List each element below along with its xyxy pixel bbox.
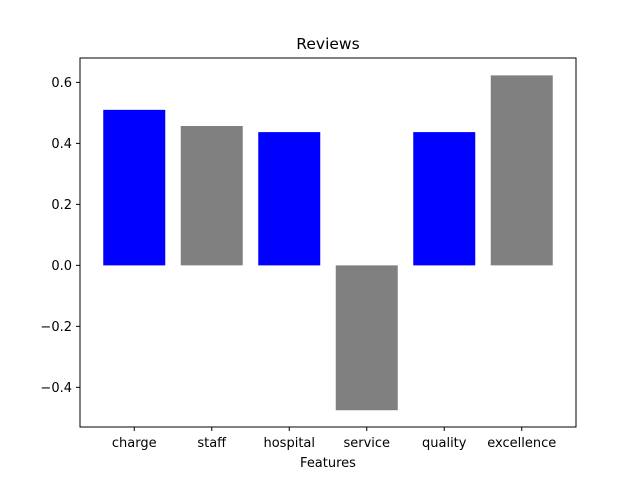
y-tick-label: −0.4 <box>40 381 72 396</box>
bar-excellence <box>490 75 553 266</box>
y-tick-label: 0.6 <box>51 76 72 91</box>
bar-staff <box>180 126 243 266</box>
y-tick-label: 0.0 <box>51 259 72 274</box>
bar-service <box>335 265 398 411</box>
y-tick-label: −0.2 <box>40 320 72 335</box>
x-axis-ticks: charge staff hospital service quality excelle… <box>112 427 556 451</box>
x-tick-label: hospital <box>263 436 315 451</box>
x-tick-label: staff <box>197 436 227 451</box>
x-tick-label: quality <box>422 436 467 451</box>
x-tick-label: charge <box>112 436 157 451</box>
bar-quality <box>413 132 476 266</box>
bar-hospital <box>258 132 321 266</box>
bars-group <box>103 75 553 411</box>
bar-charge <box>103 109 166 266</box>
y-tick-label: 0.4 <box>51 137 72 152</box>
chart-title: Reviews <box>296 35 359 53</box>
x-axis-title: Features <box>300 456 356 471</box>
plot-area-frame <box>79 57 577 428</box>
y-tick-label: 0.2 <box>51 198 72 213</box>
y-axis-ticks: −0.4 −0.2 0.0 0.2 0.4 0.6 <box>40 76 80 396</box>
x-tick-label: service <box>343 436 390 451</box>
x-tick-label: excellence <box>487 436 556 451</box>
